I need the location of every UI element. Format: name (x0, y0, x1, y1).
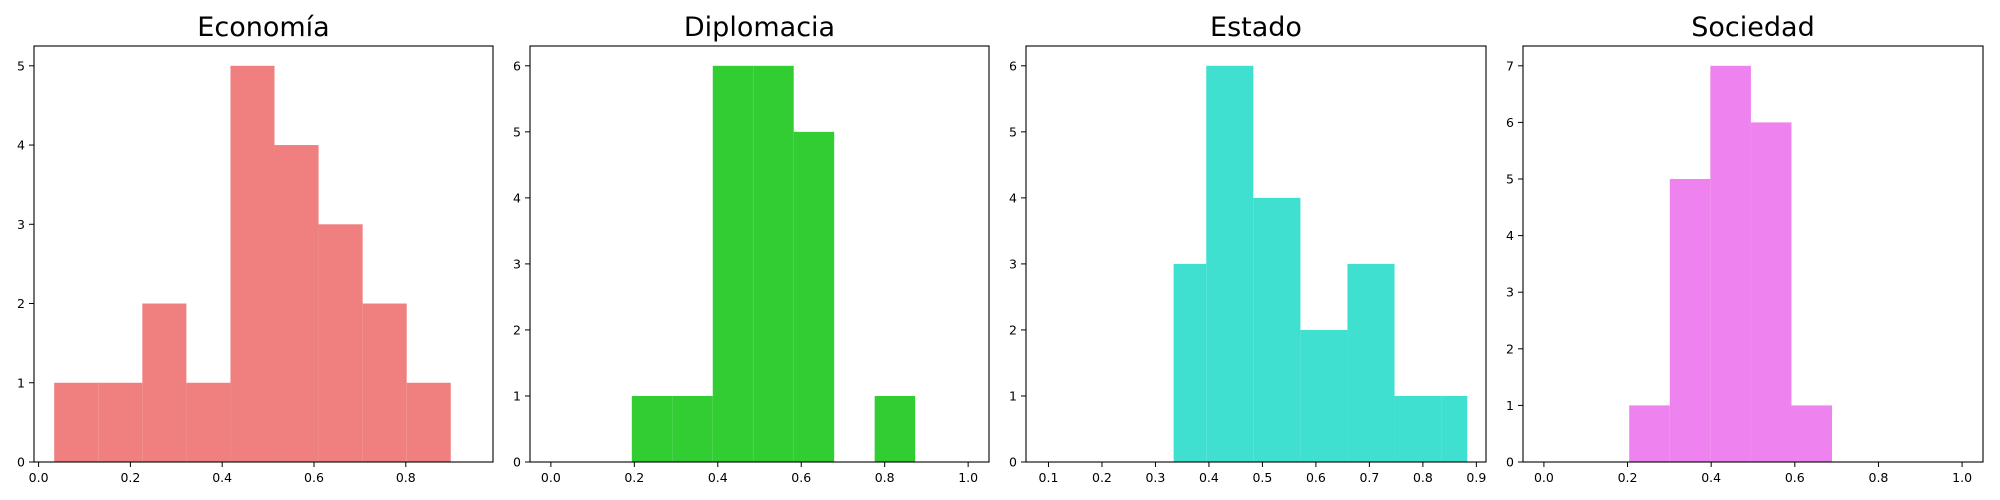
histogram-bar (631, 395, 673, 462)
chart-panel-1: 0.0 0.2 0.4 0.6 0.8 0 1 2 3 4 5 Economía (17, 12, 494, 485)
axes-frame (33, 45, 494, 463)
x-tick-label: 0.2 (1618, 470, 1638, 485)
y-tick-label: 2 (513, 322, 521, 337)
y-tick-label: 1 (1506, 398, 1514, 413)
x-tick-label: 0.2 (1092, 470, 1112, 485)
x-tick-label: 0.8 (1869, 470, 1889, 485)
x-tick-label: 0.4 (708, 470, 728, 485)
x-tick-label: 0.6 (791, 470, 811, 485)
x-tick-label: 0.7 (1359, 470, 1379, 485)
x-tick-label: 0.6 (1306, 470, 1326, 485)
y-tick-label: 0 (513, 455, 521, 470)
histogram-bar (230, 65, 275, 463)
chart-panel-3: 0.1 0.2 0.3 0.4 0.5 0.6 0.7 0.8 0.9 0 1 2 3 4 5 6 Estado (1009, 12, 1487, 485)
histogram-bar (1669, 179, 1711, 462)
histogram-bar (672, 395, 713, 462)
histogram-bar (1629, 405, 1670, 462)
x-tick-label: 0.4 (1701, 470, 1721, 485)
histogram-bar (793, 131, 835, 463)
y-tick-label: 6 (1009, 58, 1017, 73)
x-tick-label: 0.4 (1199, 470, 1219, 485)
x-tick-label: 1.0 (958, 470, 978, 485)
y-tick-label: 5 (1506, 172, 1514, 187)
chart-title: Sociedad (1691, 12, 1814, 43)
y-tick-label: 4 (17, 138, 25, 153)
chart-panel-4: 0.0 0.2 0.4 0.6 0.8 1.0 0 1 2 3 4 5 6 7 Sociedad (1506, 12, 1984, 485)
y-tick-label: 0 (1009, 455, 1017, 470)
histogram-bar (1750, 122, 1792, 462)
chart-title: Economía (197, 12, 329, 43)
axes-frame (1522, 45, 1984, 463)
histogram-bar (274, 145, 319, 463)
histogram-bar (1347, 263, 1395, 462)
histogram-bar (1394, 395, 1442, 462)
y-tick-label: 4 (513, 190, 521, 205)
x-tick-label: 0.1 (1039, 470, 1059, 485)
chart-title: Estado (1210, 12, 1302, 43)
axes-frame (529, 45, 990, 463)
y-tick-label: 2 (1506, 341, 1514, 356)
histogram-bar (1206, 65, 1254, 463)
histogram-bar (54, 382, 99, 462)
histogram-bar (874, 395, 916, 462)
y-tick-label: 0 (1506, 455, 1514, 470)
y-tick-label: 4 (1009, 190, 1017, 205)
histogram-bar (362, 303, 407, 462)
x-tick-label: 0.5 (1252, 470, 1272, 485)
x-tick-label: 0.8 (875, 470, 895, 485)
x-tick-label: 1.0 (1952, 470, 1972, 485)
histogram-bar (318, 224, 363, 462)
x-tick-label: 0.2 (120, 470, 140, 485)
histogram-bar (406, 382, 451, 462)
histogram-bar (1300, 329, 1348, 462)
histogram-bar (186, 382, 231, 462)
x-tick-label: 0.2 (624, 470, 644, 485)
histogram-bar (142, 303, 187, 462)
histogram-bar (1441, 395, 1468, 462)
y-tick-label: 3 (17, 217, 25, 232)
y-tick-label: 2 (17, 296, 25, 311)
chart-title: Diplomacia (684, 12, 835, 43)
y-tick-label: 5 (1009, 124, 1017, 139)
y-tick-label: 1 (17, 375, 25, 390)
x-tick-label: 0.6 (1785, 470, 1805, 485)
y-tick-label: 3 (1506, 285, 1514, 300)
axes-frame (1025, 45, 1487, 463)
y-tick-label: 0 (17, 455, 25, 470)
x-tick-label: 0.3 (1145, 470, 1165, 485)
histogram-bar (712, 65, 754, 463)
y-tick-label: 1 (1009, 388, 1017, 403)
x-tick-label: 0.6 (304, 470, 324, 485)
x-tick-label: 0.0 (541, 470, 561, 485)
histogram-bar (1253, 197, 1301, 462)
y-tick-label: 2 (1009, 322, 1017, 337)
histogram-bar (98, 382, 143, 462)
y-tick-label: 5 (17, 58, 25, 73)
x-tick-label: 0.4 (212, 470, 232, 485)
y-tick-label: 3 (513, 256, 521, 271)
x-tick-label: 0.0 (1534, 470, 1554, 485)
y-tick-label: 6 (1506, 115, 1514, 130)
x-tick-label: 0.8 (1413, 470, 1433, 485)
chart-panel-2: 0.0 0.2 0.4 0.6 0.8 1.0 0 1 2 3 4 5 6 Diplomacia (513, 12, 990, 485)
y-tick-label: 6 (513, 58, 521, 73)
x-tick-label: 0.8 (396, 470, 416, 485)
y-tick-label: 3 (1009, 256, 1017, 271)
histogram-bar (1710, 65, 1751, 463)
x-tick-label: 0.9 (1466, 470, 1486, 485)
histogram-bar (753, 65, 794, 463)
y-tick-label: 5 (513, 124, 521, 139)
histogram-bar (1173, 263, 1207, 462)
y-tick-label: 4 (1506, 228, 1514, 243)
histogram-bar (1791, 405, 1833, 462)
y-tick-label: 7 (1506, 58, 1514, 73)
y-tick-label: 1 (513, 388, 521, 403)
x-tick-label: 0.0 (29, 470, 49, 485)
